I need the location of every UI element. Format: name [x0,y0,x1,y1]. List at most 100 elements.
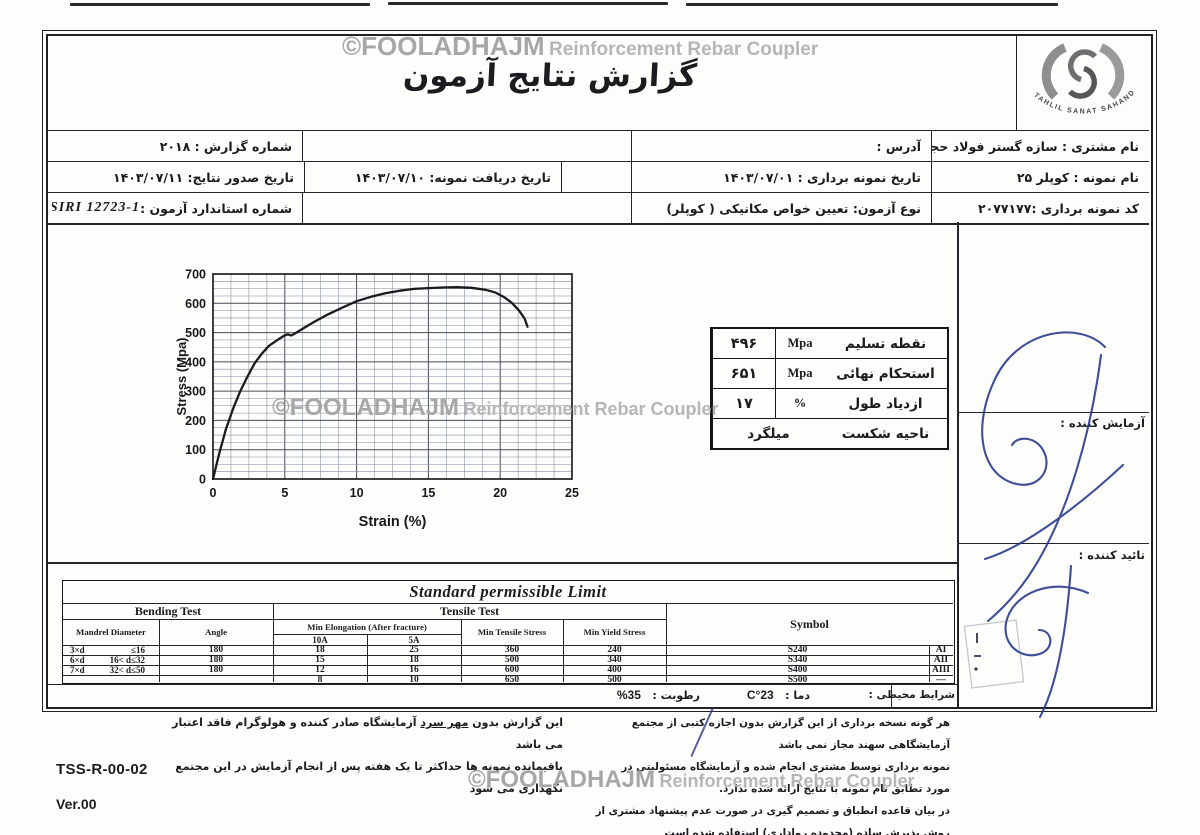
elongation-unit: % [775,389,824,418]
document-code: TSS-R-00-02 [56,761,148,778]
svg-text:25: 25 [565,486,579,500]
document-version: Ver.00 [56,796,97,812]
scan-artifact [686,3,1058,6]
svg-text:300: 300 [185,385,206,399]
standard-table-cell: 180 [208,645,224,655]
table-row: نقطه تسلیم Mpa ۴۹۶ [712,329,947,358]
standard-table-cell: 18 [315,645,325,655]
yield-point-unit: Mpa [775,329,824,358]
report-number-field: شماره گزارش : ۲۰۱۸ [159,138,292,154]
svg-text:15: 15 [421,486,435,500]
empty-cell [561,162,631,192]
min-elongation-header: Min Elongation (After fracture) [307,621,427,632]
standard-table-cell: 12 [315,665,325,675]
svg-text:100: 100 [185,443,206,457]
standard-table-cell: 360 [504,645,520,655]
standard-table-cell: 6×d 16< d≤32 [70,655,145,665]
approver-row-divider [957,543,1149,545]
bending-test-header: Bending Test [134,603,202,618]
humidity-value: 35% [616,688,641,702]
svg-text:200: 200 [185,414,206,428]
standard-table-cell: 400 [607,665,622,675]
logo-s-upper [1067,49,1098,83]
sampling-code-field: کد نمونه برداری :۲۰۷۷۱۷۷ [931,193,1149,223]
table-row: ناحیه شکست میلگرد [712,418,947,448]
standard-table-cell: S500 [787,675,808,685]
section-divider [48,562,958,564]
standard-table-cell: 340 [607,655,622,665]
humidity-label: رطوبت : [652,689,700,702]
temperature-field: دما : 23°C [700,688,810,702]
test-type-field: نوع آزمون: تعیین خواص مکانیکی ( کوپلر) [631,193,931,223]
standard-table-cell [159,675,273,685]
svg-text:Strain (%): Strain (%) [359,514,427,530]
svg-text:5: 5 [281,486,288,500]
note-line: نمونه برداری توسط مشتری انجام شده و آزما… [621,761,950,795]
standard-table-cell: 8 [317,675,323,685]
header-row-1: نام مشتری : سازه گستر فولاد حجم آدرس : ش… [46,131,1149,162]
temperature-label: دما : [785,689,810,702]
logo-s-lower [1067,65,1098,99]
standard-table-cell: AIII [932,665,950,675]
header-row-3: کد نمونه برداری :۲۰۷۷۱۷۷ نوع آزمون: تعیی… [46,193,1149,223]
standard-table-cell: 7×d 32< d≤50 [70,665,145,675]
standard-table-cell: 15 [315,655,325,665]
standard-table-cell: S400 [787,665,808,675]
standard-table-cell: 25 [409,645,419,655]
test-standard-label: شماره استاندارد آزمون : [140,200,292,216]
header-row-2: نام نمونه : کوپلر ۲۵ تاریخ نمونه برداری … [46,162,1149,193]
issue-date-field: تاریخ صدور نتایج: ۱۴۰۳/۰۷/۱۱ [113,169,294,185]
mandrel-diameter-header: Mandrel Diameter [76,627,146,637]
tensile-test-header: Tensile Test [439,603,500,618]
standard-table-cell: S240 [787,645,808,655]
svg-text:20: 20 [493,486,507,500]
svg-text:0: 0 [210,486,217,500]
footer-notes-right: هر گونه نسخه برداری از این گزارش بدون اج… [595,712,950,835]
symbol-header: Symbol [790,616,829,631]
elongation-label: ازدیاد طول [848,395,923,412]
sampling-date-field: تاریخ نمونه برداری : ۱۴۰۳/۰۷/۰۱ [631,162,931,192]
approver-label: تائید کننده : [1078,548,1145,562]
signature-column-divider [957,222,959,708]
note-line: در بیان قاعده انطباق و تصمیم گیری در صور… [595,805,950,835]
standard-permissible-limit-table: Standard permissible Limit Bending Test … [62,580,955,685]
svg-text:0: 0 [199,473,206,487]
standard-table-cell: AI [935,645,947,655]
tester-label: آزمایش کننده : [1060,416,1145,430]
environment-row-top-border [48,684,958,686]
table-row: ازدیاد طول % ۱۷ [712,388,947,418]
min-tensile-stress-header: Min Tensile Stress [477,627,547,637]
page-title: گزارش نتایج آزمون [402,58,698,94]
customer-name-field: نام مشتری : سازه گستر فولاد حجم [931,131,1149,161]
temperature-value: 23°C [746,688,774,702]
ultimate-strength-label: استحکام نهائی [836,365,935,382]
standard-table-cell [63,675,159,685]
svg-text:400: 400 [185,355,206,369]
environment-label: شرایط محیطی : [868,689,955,701]
sample-name-field: نام نمونه : کوپلر ۲۵ [931,162,1149,192]
environment-label-divider [891,684,893,707]
logo-arc-left [1041,43,1067,100]
lab-logo-box: TAHLIL SANAT SAHAND [1016,36,1149,130]
footer-notes-left: این گزارش بدون مهر سرد آزمایشگاه صادر کن… [158,712,563,800]
standard-table-cell: S340 [787,655,808,665]
min-yield-stress-header: Min Yield Stress [583,627,646,637]
note-emphasis: مهر سرد [420,716,469,729]
yield-point-label: نقطه تسلیم [844,335,927,352]
col-10a-header: 10A [312,634,328,645]
standard-table-cell: 240 [607,645,622,655]
receive-date-field: تاریخ دریافت نمونه: ۱۴۰۳/۰۷/۱۰ [304,162,561,192]
humidity-field: رطوبت : 35% [585,688,700,702]
svg-text:Stress (Mpa): Stress (Mpa) [174,337,189,415]
standard-table-cell: 500 [504,655,520,665]
standard-table-cell: 650 [504,675,520,685]
fracture-zone-value: میلگرد [712,419,824,448]
test-results-table: نقطه تسلیم Mpa ۴۹۶ استحکام نهائی Mpa ۶۵۱… [710,327,949,450]
standard-table-cell: 16 [409,665,419,675]
standard-table-cell: 180 [208,665,224,675]
ultimate-strength-unit: Mpa [775,359,824,388]
standard-table-cell: 500 [607,675,622,685]
svg-text:700: 700 [185,268,206,282]
standard-table-cell: 18 [409,655,419,665]
